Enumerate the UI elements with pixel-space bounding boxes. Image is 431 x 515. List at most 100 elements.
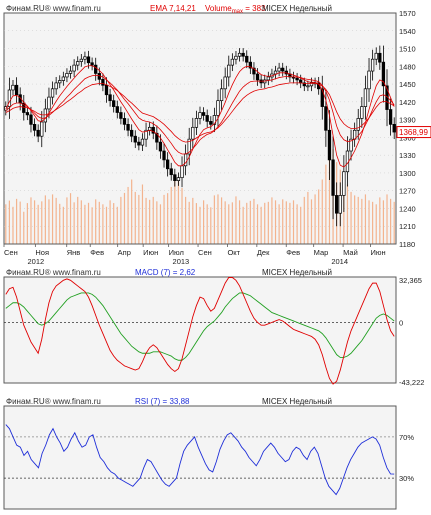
candle-body xyxy=(61,76,65,81)
candle-body xyxy=(119,112,123,119)
volume-bar xyxy=(44,195,46,244)
volume-bar xyxy=(159,204,162,244)
candle-body xyxy=(194,118,199,128)
candle-body xyxy=(219,88,224,102)
candle-body xyxy=(212,115,217,125)
volume-bar xyxy=(113,203,115,244)
candle-body xyxy=(302,82,306,87)
price-instrument-label: MICEX Недельный xyxy=(262,4,332,13)
candle-body xyxy=(165,159,170,170)
candle-body xyxy=(266,76,270,81)
candle-body xyxy=(58,80,62,84)
candle-body xyxy=(299,79,303,84)
rsi-label: RSI (7) = 33,88 xyxy=(135,397,190,406)
candle-body xyxy=(144,129,148,140)
volume-bar xyxy=(12,206,14,244)
candle-body xyxy=(241,52,245,57)
volume-bar xyxy=(95,199,97,244)
rsi-y-tick: 30% xyxy=(399,474,414,483)
candle-body xyxy=(126,124,130,131)
candle-body xyxy=(245,55,249,63)
candle-body xyxy=(148,126,152,131)
volume-bar xyxy=(361,198,363,244)
candle-body xyxy=(176,177,181,181)
candle-body xyxy=(101,78,105,86)
candle-body xyxy=(367,70,371,90)
volume-bar xyxy=(303,196,305,244)
volume-bar xyxy=(15,198,18,244)
candle-body xyxy=(90,62,94,66)
volume-label-text: Volume xyxy=(205,4,232,13)
volume-bar xyxy=(167,193,169,244)
x-year-label: 2014 xyxy=(331,257,348,266)
volume-bar xyxy=(246,202,248,244)
macd-panel: 32,365 0 -43,222 Финам.RU® www.finam.ru MA… xyxy=(3,268,424,387)
volume-bar xyxy=(127,186,129,244)
candle-body xyxy=(252,67,256,75)
candle-body xyxy=(388,109,393,125)
volume-bar xyxy=(195,203,198,244)
volume-bar xyxy=(238,200,241,244)
volume-label-value: = 383 xyxy=(243,4,266,13)
rsi-watermark: Финам.RU® www.finam.ru xyxy=(6,397,101,406)
candle-body xyxy=(65,73,69,78)
volume-bar xyxy=(386,194,388,244)
price-y-tick: 1210 xyxy=(399,222,416,231)
volume-bar xyxy=(37,204,39,244)
volume-bar xyxy=(264,202,266,244)
ema-lines xyxy=(5,65,395,168)
volume-bar xyxy=(285,201,287,244)
x-month-label: Дек xyxy=(257,248,270,257)
candle-body xyxy=(198,112,202,119)
candle-body xyxy=(349,138,353,152)
candle-body xyxy=(237,52,242,57)
candle-body xyxy=(40,121,44,137)
macd-watermark: Финам.RU® www.finam.ru xyxy=(6,268,101,277)
volume-bar xyxy=(55,197,57,244)
volume-bar xyxy=(318,189,320,244)
candle-body xyxy=(76,61,80,66)
volume-bar xyxy=(260,206,262,244)
candle-body xyxy=(356,118,360,131)
volume-bar xyxy=(300,206,302,244)
volume-bar xyxy=(26,203,28,244)
volume-bar xyxy=(174,175,176,244)
candle-body xyxy=(187,138,191,155)
last-price-box xyxy=(396,126,431,139)
price-y-tick: 1180 xyxy=(399,240,415,249)
candle-body xyxy=(50,88,55,98)
x-year-labels: 2012 2013 2014 xyxy=(28,257,348,266)
candle-body xyxy=(94,64,98,74)
candle-body xyxy=(273,70,278,75)
price-y-tick: 1270 xyxy=(399,187,416,196)
volume-bar xyxy=(192,197,194,244)
price-y-tick: 1240 xyxy=(399,204,416,213)
price-watermark: Финам.RU® www.finam.ru xyxy=(6,4,101,13)
volume-bar xyxy=(379,197,381,244)
candle-body xyxy=(306,85,310,88)
volume-bar xyxy=(346,184,349,244)
candle-body xyxy=(130,129,134,137)
volume-bar xyxy=(59,203,61,244)
volume-bar xyxy=(105,206,108,244)
candle-body xyxy=(68,70,73,74)
rsi-line-path xyxy=(5,424,395,496)
volume-bar xyxy=(141,184,144,244)
candle-body xyxy=(370,58,375,72)
volume-bar xyxy=(253,198,255,244)
volume-bar xyxy=(271,197,273,244)
candle-body xyxy=(209,121,213,125)
volume-bar xyxy=(185,196,187,244)
price-y-tick: 1330 xyxy=(399,151,416,160)
volume-bar xyxy=(123,192,126,244)
volume-bar xyxy=(382,200,385,244)
x-year-label: 2012 xyxy=(28,257,45,266)
volume-bar xyxy=(310,199,313,244)
volume-bar xyxy=(19,201,21,244)
volume-bar xyxy=(372,201,374,244)
volume-bar xyxy=(220,197,223,244)
volume-bar xyxy=(163,194,165,244)
volume-bar xyxy=(91,207,93,244)
volume-bar xyxy=(138,194,140,244)
candle-body xyxy=(83,56,87,60)
